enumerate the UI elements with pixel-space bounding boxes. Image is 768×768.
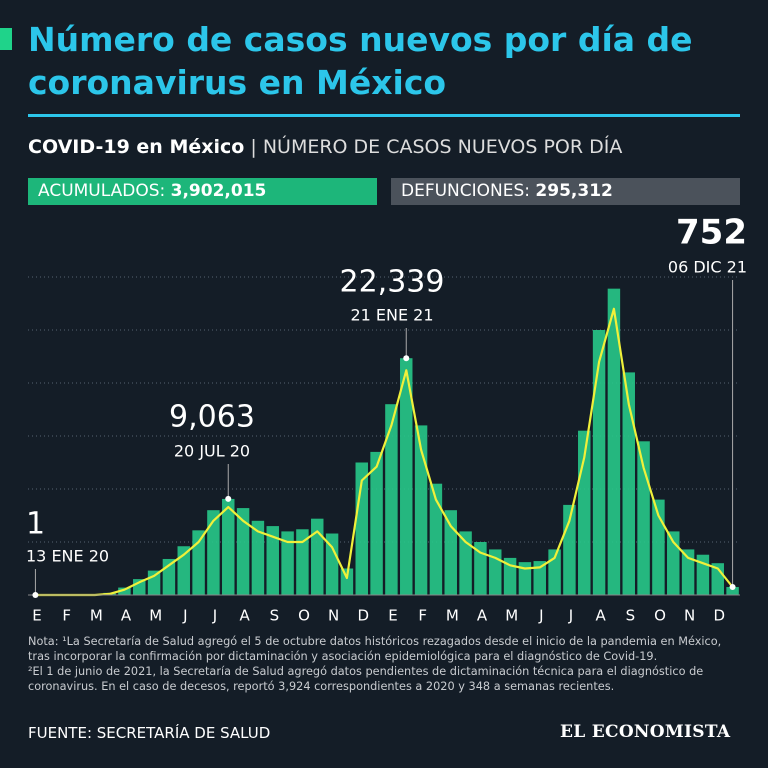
annotation-date: 06 DIC 21 xyxy=(668,258,747,277)
x-tick-label: D xyxy=(714,607,726,625)
bar xyxy=(207,510,220,595)
annotation-dot xyxy=(729,584,736,591)
bar xyxy=(503,557,517,595)
annotation-value: 1 xyxy=(26,507,45,542)
note: ²El 1 de junio de 2021, la Secretaría de… xyxy=(28,665,704,693)
x-tick-label: A xyxy=(477,607,488,625)
source: FUENTE: SECRETARÍA DE SALUD xyxy=(28,724,271,742)
bar xyxy=(296,529,309,595)
bar xyxy=(266,526,279,595)
x-tick-label: D xyxy=(358,607,370,625)
x-tick-label: M xyxy=(446,607,459,625)
x-tick-label: S xyxy=(626,607,636,625)
bar xyxy=(370,451,383,595)
bar xyxy=(622,372,635,595)
deaths-box: DEFUNCIONES: 295,312 xyxy=(391,178,740,205)
annotation-dot xyxy=(403,355,410,362)
x-tick-label: F xyxy=(418,607,427,625)
bar xyxy=(251,520,265,595)
bar xyxy=(652,499,665,595)
notes: Nota: ¹La Secretaría de Salud agregó el … xyxy=(28,634,740,694)
bar xyxy=(192,530,205,595)
x-tick-label: J xyxy=(538,607,543,625)
bar xyxy=(281,531,294,595)
x-tick-label: J xyxy=(212,607,217,625)
bar xyxy=(518,562,532,595)
subtitle-detail: | NÚMERO DE CASOS NUEVOS POR DÍA xyxy=(250,136,623,158)
bar xyxy=(325,533,339,595)
x-tick-label: O xyxy=(654,607,666,625)
annotation-value: 9,063 xyxy=(169,400,255,435)
bar xyxy=(667,531,680,595)
annotation-date: 20 JUL 20 xyxy=(174,442,250,461)
x-tick-label: J xyxy=(568,607,573,625)
annotation-value: 22,339 xyxy=(340,265,445,300)
x-tick-label: A xyxy=(240,607,251,625)
bar xyxy=(118,587,131,595)
annotation-date: 13 ENE 20 xyxy=(26,547,109,566)
bar xyxy=(222,498,235,595)
x-tick-label: J xyxy=(182,607,187,625)
bar xyxy=(607,288,621,595)
bar xyxy=(681,549,695,595)
title: Número de casos nuevos por día de corona… xyxy=(28,20,693,102)
bar xyxy=(444,510,457,595)
bar xyxy=(400,358,413,595)
average-line xyxy=(35,307,734,597)
bar xyxy=(311,518,324,595)
x-tick-label: M xyxy=(90,607,103,625)
subtitle-main: COVID-19 en México xyxy=(28,136,245,158)
bar xyxy=(474,542,487,595)
annotation-dot xyxy=(225,495,232,502)
x-tick-label: S xyxy=(270,607,280,625)
annotation-dot xyxy=(32,591,39,598)
x-tick-label: O xyxy=(298,607,310,625)
x-tick-label: N xyxy=(328,607,339,625)
x-tick-label: A xyxy=(596,607,607,625)
x-tick-label: M xyxy=(149,607,162,625)
cases-label: ACUMULADOS: xyxy=(38,181,166,201)
accent-bar xyxy=(0,28,12,50)
bar xyxy=(414,425,428,595)
x-tick-label: M xyxy=(505,607,518,625)
subtitle: COVID-19 en México | NÚMERO DE CASOS NUE… xyxy=(28,136,622,158)
bar xyxy=(429,483,443,595)
x-tick-label: F xyxy=(62,607,71,625)
x-tick-label: N xyxy=(684,607,695,625)
bar xyxy=(533,561,546,595)
bar xyxy=(592,330,606,595)
bar xyxy=(236,508,250,595)
bar xyxy=(177,546,190,595)
deaths-label: DEFUNCIONES: xyxy=(401,181,531,201)
note: Nota: ¹La Secretaría de Salud agregó el … xyxy=(28,635,722,663)
bar xyxy=(726,587,739,595)
annotation-date: 21 ENE 21 xyxy=(350,306,433,325)
brand: EL ECONOMISTA xyxy=(560,722,731,742)
deaths-value: 295,312 xyxy=(535,181,613,201)
bar xyxy=(340,568,354,595)
annotation-value: 752 xyxy=(676,213,747,253)
x-tick-label: E xyxy=(388,607,397,625)
title-rule xyxy=(28,114,740,117)
x-tick-label: E xyxy=(32,607,41,625)
x-tick-label: A xyxy=(121,607,132,625)
bar xyxy=(385,404,398,595)
bar xyxy=(459,531,472,595)
bar xyxy=(147,570,161,595)
cases-value: 3,902,015 xyxy=(170,181,267,201)
bar xyxy=(489,549,502,595)
cases-box: ACUMULADOS: 3,902,015 xyxy=(28,178,377,205)
